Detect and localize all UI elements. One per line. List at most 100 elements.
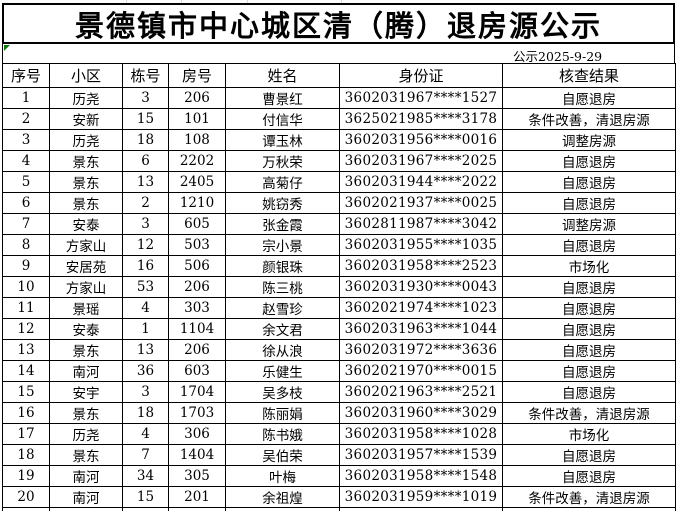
notice-info-row: 公示2025-9-29 bbox=[2, 44, 675, 64]
cell-verification-result: 调整房源 bbox=[502, 129, 676, 151]
cell-building-no: 53 bbox=[122, 276, 169, 298]
cell-building-no: 4 bbox=[122, 297, 169, 319]
gridline-tick bbox=[341, 0, 342, 4]
table-row: 3 历尧 18 108 谭玉林 3602031956****0016 调整房源 bbox=[2, 129, 676, 151]
cell-room-no: 108 bbox=[168, 129, 226, 151]
cell-id-card: 3602031960****3029 bbox=[339, 402, 503, 424]
cell-verification-result: 市场化 bbox=[502, 255, 676, 277]
cell-room-no: 306 bbox=[168, 423, 226, 445]
cell-community: 景东 bbox=[49, 150, 123, 172]
cell-name: 颜银珠 bbox=[225, 255, 340, 277]
table-row: 1 历尧 3 206 曹景红 3602031967****1527 自愿退房 bbox=[2, 87, 676, 109]
cell-verification-result: 调整房源 bbox=[502, 213, 676, 235]
cell-name: 吴伯荣 bbox=[225, 444, 340, 466]
table-row: 5 景东 13 2405 高菊仔 3602031944****2022 自愿退房 bbox=[2, 171, 676, 193]
cell-id-card: 3602031957****1539 bbox=[339, 444, 503, 466]
col-header-community: 小区 bbox=[49, 63, 123, 88]
cell-community: 历尧 bbox=[49, 87, 123, 109]
cell-name: 宗小景 bbox=[225, 234, 340, 256]
cell-building-no: 3 bbox=[122, 87, 169, 109]
cell-room-no: 1104 bbox=[168, 318, 226, 340]
cell-id-card: 3602031967****2025 bbox=[339, 150, 503, 172]
cell-building-no: 18 bbox=[122, 402, 169, 424]
table-row: 15 安宇 3 1704 吴多枝 3602021963****2521 自愿退房 bbox=[2, 381, 676, 403]
notice-date: 公示2025-9-29 bbox=[513, 49, 603, 64]
cell-room-no: 603 bbox=[168, 360, 226, 382]
cell-index: 11 bbox=[2, 297, 50, 319]
cell-verification-result: 自愿退房 bbox=[502, 381, 676, 403]
cell-community: 景东 bbox=[49, 402, 123, 424]
cell-room-no: 1703 bbox=[168, 402, 226, 424]
cell-verification-result: 自愿退房 bbox=[502, 150, 676, 172]
table-row: 18 景东 7 1404 吴伯荣 3602031957****1539 自愿退房 bbox=[2, 444, 676, 466]
cell-name: 陈书娥 bbox=[225, 423, 340, 445]
cell-name: 曹景红 bbox=[225, 87, 340, 109]
cell-room-no: 1404 bbox=[168, 444, 226, 466]
cell-id-card: 3602031958****2523 bbox=[339, 255, 503, 277]
cell-index: 9 bbox=[2, 255, 50, 277]
cell-id-card: 3602021937****0025 bbox=[339, 192, 503, 214]
cell-id-card: 3602031958****1028 bbox=[339, 423, 503, 445]
cell-room-no: 206 bbox=[168, 87, 226, 109]
table-row: 14 南河 36 603 乐健生 3602021970****0015 自愿退房 bbox=[2, 360, 676, 382]
table-row: 4 景东 6 2202 万秋荣 3602031967****2025 自愿退房 bbox=[2, 150, 676, 172]
cell-name: 陈三桃 bbox=[225, 276, 340, 298]
excel-error-marker-icon bbox=[4, 45, 10, 51]
cell-community: 景东 bbox=[49, 192, 123, 214]
cell-building-no: 34 bbox=[122, 465, 169, 487]
cell-id-card: 3602031961****1519 bbox=[339, 507, 503, 511]
cell-index: 1 bbox=[2, 87, 50, 109]
cell-name: 余祖煌 bbox=[225, 486, 340, 508]
cell-room-no: 506 bbox=[168, 255, 226, 277]
cell-community: 景东 bbox=[49, 171, 123, 193]
cell-name: 余明洲 bbox=[225, 507, 340, 511]
cell-building-no: 1 bbox=[122, 318, 169, 340]
cell-id-card: 3602031956****0016 bbox=[339, 129, 503, 151]
cell-community: 景东 bbox=[49, 444, 123, 466]
cell-building-no: 16 bbox=[122, 255, 169, 277]
cell-building-no: 7 bbox=[122, 444, 169, 466]
cell-community: 安泰 bbox=[49, 213, 123, 235]
cell-id-card: 3602031967****1527 bbox=[339, 87, 503, 109]
cell-building-no: 12 bbox=[122, 234, 169, 256]
cell-community: 方家山 bbox=[49, 276, 123, 298]
table-row: 6 景东 2 1210 姚窃秀 3602021937****0025 自愿退房 bbox=[2, 192, 676, 214]
cell-id-card: 3602031930****0043 bbox=[339, 276, 503, 298]
cell-name: 姚窃秀 bbox=[225, 192, 340, 214]
cell-name: 陈丽娟 bbox=[225, 402, 340, 424]
cell-index: 3 bbox=[2, 129, 50, 151]
cell-room-no: 1210 bbox=[168, 192, 226, 214]
cell-index: 16 bbox=[2, 402, 50, 424]
table-row: 12 安泰 1 1104 余文君 3602031963****1044 自愿退房 bbox=[2, 318, 676, 340]
cell-room-no: 206 bbox=[168, 339, 226, 361]
cell-room-no: 2202 bbox=[168, 150, 226, 172]
cell-building-no: 15 bbox=[122, 486, 169, 508]
cell-community: 安泰 bbox=[49, 318, 123, 340]
cell-building-no: 2 bbox=[122, 192, 169, 214]
table-row: 2 安新 15 101 付信华 3625021985****3178 条件改善，清退房源 bbox=[2, 108, 676, 130]
housing-table: 序号 小区 栋号 房号 姓名 身份证 核查结果 1 历尧 3 206 曹景红 360203… bbox=[2, 63, 676, 511]
cell-name: 徐从浪 bbox=[225, 339, 340, 361]
cell-verification-result: 自愿退房 bbox=[502, 192, 676, 214]
page-title: 景德镇市中心城区清（腾）退房源公示 bbox=[2, 3, 675, 44]
cell-room-no: 101 bbox=[168, 108, 226, 130]
table-row: 9 安居苑 16 506 颜银珠 3602031958****2523 市场化 bbox=[2, 255, 676, 277]
cell-community: 南河 bbox=[49, 486, 123, 508]
cell-id-card: 3625021985****3178 bbox=[339, 108, 503, 130]
cell-id-card: 3602811987****3042 bbox=[339, 213, 503, 235]
notice-table-wrap: 景德镇市中心城区清（腾）退房源公示 公示2025-9-29 序号 小区 栋号 bbox=[2, 3, 676, 511]
cell-index: 6 bbox=[2, 192, 50, 214]
cell-room-no: 1704 bbox=[168, 381, 226, 403]
cell-room-no: 303 bbox=[168, 297, 226, 319]
cell-index: 7 bbox=[2, 213, 50, 235]
cell-id-card: 3602031955****1035 bbox=[339, 234, 503, 256]
col-header-building-no: 栋号 bbox=[122, 63, 169, 88]
cell-verification-result: 自愿退房 bbox=[502, 87, 676, 109]
cell-community: 南河 bbox=[49, 360, 123, 382]
cell-verification-result: 自愿退房 bbox=[502, 297, 676, 319]
cell-verification-result: 自愿退房 bbox=[502, 360, 676, 382]
excel-gridline-strip bbox=[0, 0, 677, 4]
cell-verification-result: 条件改善，清退房源 bbox=[502, 486, 676, 508]
table-row: 17 历尧 4 306 陈书娥 3602031958****1028 市场化 bbox=[2, 423, 676, 445]
cell-index: 8 bbox=[2, 234, 50, 256]
